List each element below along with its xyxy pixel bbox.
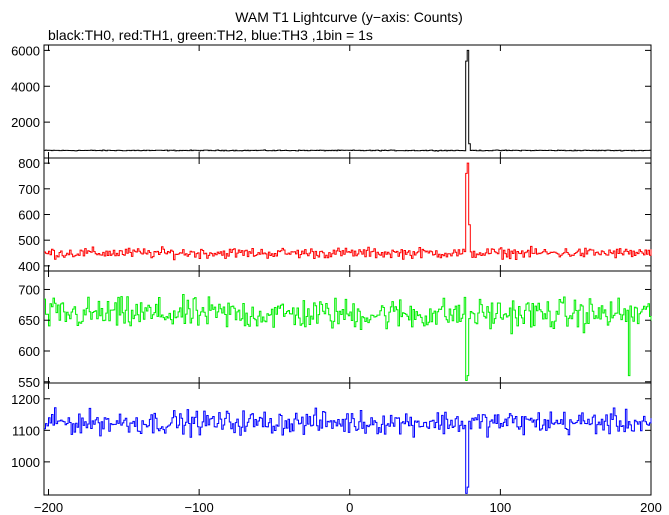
series-line-th3 (44, 407, 652, 494)
y-tick-label: 500 (18, 233, 40, 248)
y-tick-label: 800 (18, 156, 40, 171)
chart-panels: 2000 4000 6000 400 500 600 700 800 550 600 650 700 1… (11, 43, 652, 496)
y-tick-label: 650 (18, 313, 40, 328)
y-tick-label: 700 (18, 282, 40, 297)
y-tick-label: 600 (18, 344, 40, 359)
y-tick-label: 4000 (11, 79, 40, 94)
panel-frame (43, 382, 652, 496)
y-tick-label: 1100 (12, 423, 40, 438)
y-tick-label: 2000 (11, 115, 40, 130)
x-tick-label: −200 (34, 500, 63, 515)
y-tick-label: 1200 (11, 392, 40, 407)
y-tick-label: 600 (18, 208, 40, 223)
x-tick-label: 100 (490, 500, 512, 515)
y-tick-label: 550 (18, 375, 40, 390)
x-tick-label: 200 (640, 500, 662, 515)
y-tick-label: 700 (18, 182, 40, 197)
panel-frame (43, 270, 652, 384)
chart-title: WAM T1 Lightcurve (y−axis: Counts) (235, 9, 463, 25)
y-tick-label: 6000 (11, 43, 40, 58)
panel-th1: 400 500 600 700 800 (18, 156, 652, 274)
x-tick-label: 0 (346, 500, 353, 515)
x-tick-label: −100 (184, 500, 213, 515)
panel-frame (43, 157, 652, 272)
x-axis: −200 −100 0 100 200 (34, 500, 662, 515)
panel-th3: 1000 1100 1200 (11, 382, 652, 496)
y-tick-label: 1000 (11, 455, 40, 470)
panel-th2: 550 600 650 700 (18, 270, 652, 390)
y-tick-label: 400 (18, 259, 40, 274)
series-line-th0 (44, 49, 652, 152)
chart-subtitle: black:TH0, red:TH1, green:TH2, blue:TH3 … (48, 27, 373, 43)
panel-frame (43, 44, 652, 159)
series-line-th2 (44, 294, 652, 381)
series-line-th1 (44, 162, 652, 261)
panel-th0: 2000 4000 6000 (11, 43, 652, 159)
